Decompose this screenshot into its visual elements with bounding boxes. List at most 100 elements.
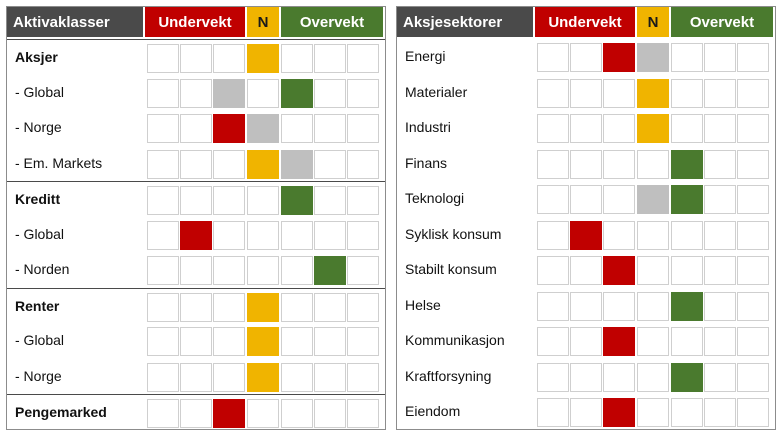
grid-cell [213, 292, 245, 322]
table-row: Eiendom [397, 394, 775, 429]
grid-cell [570, 149, 602, 179]
grid-cell [347, 256, 379, 285]
grid-cell [737, 220, 769, 250]
grid-cell [213, 44, 245, 73]
table-row: Kreditt [7, 181, 385, 217]
weight-marker-under [603, 398, 635, 427]
row-label: Kommunikasjon [405, 332, 505, 348]
grid-cell [737, 43, 769, 72]
table-row: Stabilt konsum [397, 252, 775, 287]
row-label: Teknologi [405, 190, 465, 206]
grid-cell [180, 256, 212, 285]
grid-cell [537, 327, 569, 356]
table-row: Pengemarked [7, 394, 385, 430]
grid-cell [704, 256, 736, 285]
grid-cell [570, 291, 602, 321]
grid-cell [347, 149, 379, 179]
underweight-header: Undervekt [145, 7, 245, 37]
grid-cell [180, 399, 212, 428]
grid-cell [147, 114, 179, 143]
grid-cell [537, 398, 569, 427]
table-row: Kommunikasjon [397, 323, 775, 358]
table-row: - Global [7, 217, 385, 252]
grid-cell [637, 256, 669, 285]
grid-cell [537, 43, 569, 72]
table-row: Industri [397, 110, 775, 145]
grid-cell [314, 220, 346, 250]
grid-cell [314, 362, 346, 392]
table-row: Renter [7, 287, 385, 324]
weight-marker-under [213, 114, 245, 143]
grid-cell [147, 220, 179, 250]
grid-cell [347, 362, 379, 392]
grid-cell [570, 327, 602, 356]
grid-cell [247, 256, 279, 285]
weight-marker-over [281, 78, 313, 108]
weight-marker-neutral [247, 292, 279, 322]
grid-cell [704, 43, 736, 72]
row-label: - Norden [15, 261, 70, 277]
grid-cell [537, 256, 569, 285]
grid-cell [281, 44, 313, 73]
grid-cell [347, 114, 379, 143]
grid-cell [671, 43, 703, 72]
row-label: Helse [405, 296, 441, 313]
grid-cell [537, 78, 569, 108]
row-label: Eiendom [405, 403, 461, 419]
grid-cell [671, 114, 703, 143]
grid-cell [147, 78, 179, 108]
row-label: Stabilt konsum [405, 261, 497, 277]
grid-cell [314, 186, 346, 215]
sector-panel: Aksjesektorer Undervekt N Overvekt Energ… [396, 6, 776, 430]
grid-cell [637, 327, 669, 356]
grid-cell [603, 220, 635, 250]
overweight-header: Overvekt [671, 7, 773, 37]
weight-marker-over [314, 256, 346, 285]
grid-cell [347, 44, 379, 73]
grid-cell [347, 186, 379, 215]
grid-cell [570, 185, 602, 214]
grid-cell [537, 220, 569, 250]
grid-cell [537, 185, 569, 214]
grid-cell [147, 256, 179, 285]
grid-cell [637, 291, 669, 321]
row-label: Kraftforsyning [405, 367, 492, 384]
table-row: - Em. Markets [7, 146, 385, 181]
row-label: - Global [15, 225, 65, 242]
weight-marker-over [281, 186, 313, 215]
weight-marker-neutral [637, 78, 669, 108]
grid-cell [704, 327, 736, 356]
grid-cell [180, 78, 212, 108]
weight-marker-over [671, 362, 703, 392]
grid-cell [281, 292, 313, 322]
grid-cell [281, 327, 313, 356]
table-row: Finans [397, 146, 775, 181]
weight-marker-under [603, 327, 635, 356]
weight-marker-under [570, 220, 602, 250]
grid-cell [637, 220, 669, 250]
grid-cell [603, 185, 635, 214]
weight-marker-neutral [247, 362, 279, 392]
grid-cell [180, 44, 212, 73]
table-row: Kraftforsyning [397, 359, 775, 394]
table-row: Energi [397, 39, 775, 74]
grid-cell [281, 362, 313, 392]
grid-cell [347, 78, 379, 108]
weight-marker-gray [637, 185, 669, 214]
weight-marker-neutral [247, 149, 279, 179]
table-row: - Global [7, 323, 385, 358]
row-label: Materialer [405, 83, 468, 100]
grid-cell [603, 78, 635, 108]
grid-cell [537, 149, 569, 179]
row-label: - Norge [15, 119, 62, 135]
grid-cell [537, 362, 569, 392]
grid-cell [671, 327, 703, 356]
weight-marker-gray [213, 78, 245, 108]
grid-cell [704, 362, 736, 392]
weight-marker-over [671, 149, 703, 179]
grid-cell [704, 78, 736, 108]
grid-cell [671, 78, 703, 108]
grid-cell [570, 362, 602, 392]
overweight-header: Overvekt [281, 7, 383, 37]
grid-cell [603, 149, 635, 179]
